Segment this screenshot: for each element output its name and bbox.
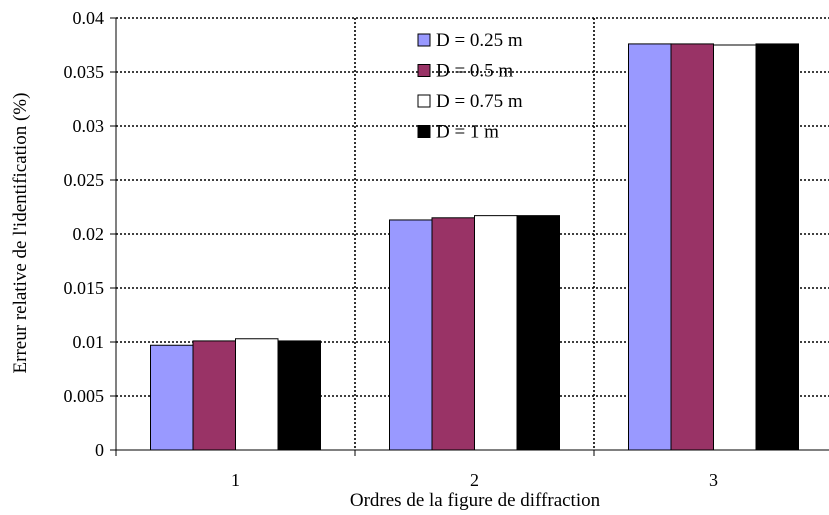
y-axis-label: Erreur relative de l'identification (%) [10,93,31,374]
x-tick-label: 3 [709,470,718,490]
y-tick-label: 0.04 [73,8,105,28]
legend-swatch [417,125,431,138]
legend-label: D = 0.75 m [436,91,523,112]
y-tick-label: 0.03 [73,116,105,136]
bar-series-4-cat-1 [277,340,321,451]
legend-swatch [417,33,431,47]
bar-series-1-cat-3 [628,43,672,451]
y-tick-label: 0.02 [73,224,105,244]
bar-series-2-cat-2 [431,217,475,451]
bar-series-3-cat-3 [713,44,757,451]
legend-label: D = 0.5 m [436,61,513,82]
legend-swatch [417,64,431,77]
y-tick-label: 0.035 [64,62,105,82]
legend-label: D = 1 m [436,122,499,143]
bar-series-2-cat-3 [670,43,714,451]
axes [110,17,829,456]
tick-labels: 0 0.005 0.01 0.015 0.02 0.025 0.03 0.035 0.04 1 2 3 [64,8,719,490]
legend: D = 0.25 m D = 0.5 m D = 0.75 m D = 1 m [417,30,523,143]
bar-series-4-cat-3 [755,43,799,451]
legend-label: D = 0.25 m [436,30,523,51]
y-tick-label: 0.025 [64,170,105,190]
y-tick-label: 0 [95,440,104,460]
y-tick-label: 0.01 [73,332,105,352]
x-tick-label: 2 [470,470,479,490]
y-tick-label: 0.015 [64,278,105,298]
x-axis-label: Ordres de la figure de diffraction [350,490,601,511]
x-tick-label: 1 [231,470,240,490]
bar-series-1-cat-1 [150,344,194,451]
bar-series-2-cat-1 [192,340,236,451]
y-tick-label: 0.005 [64,386,105,406]
bar-series-3-cat-1 [235,338,279,451]
bar-series-3-cat-2 [474,215,518,451]
bar-series-1-cat-2 [389,219,433,451]
bar-series-4-cat-2 [516,215,560,451]
legend-swatch [417,94,431,108]
bars [150,43,799,451]
